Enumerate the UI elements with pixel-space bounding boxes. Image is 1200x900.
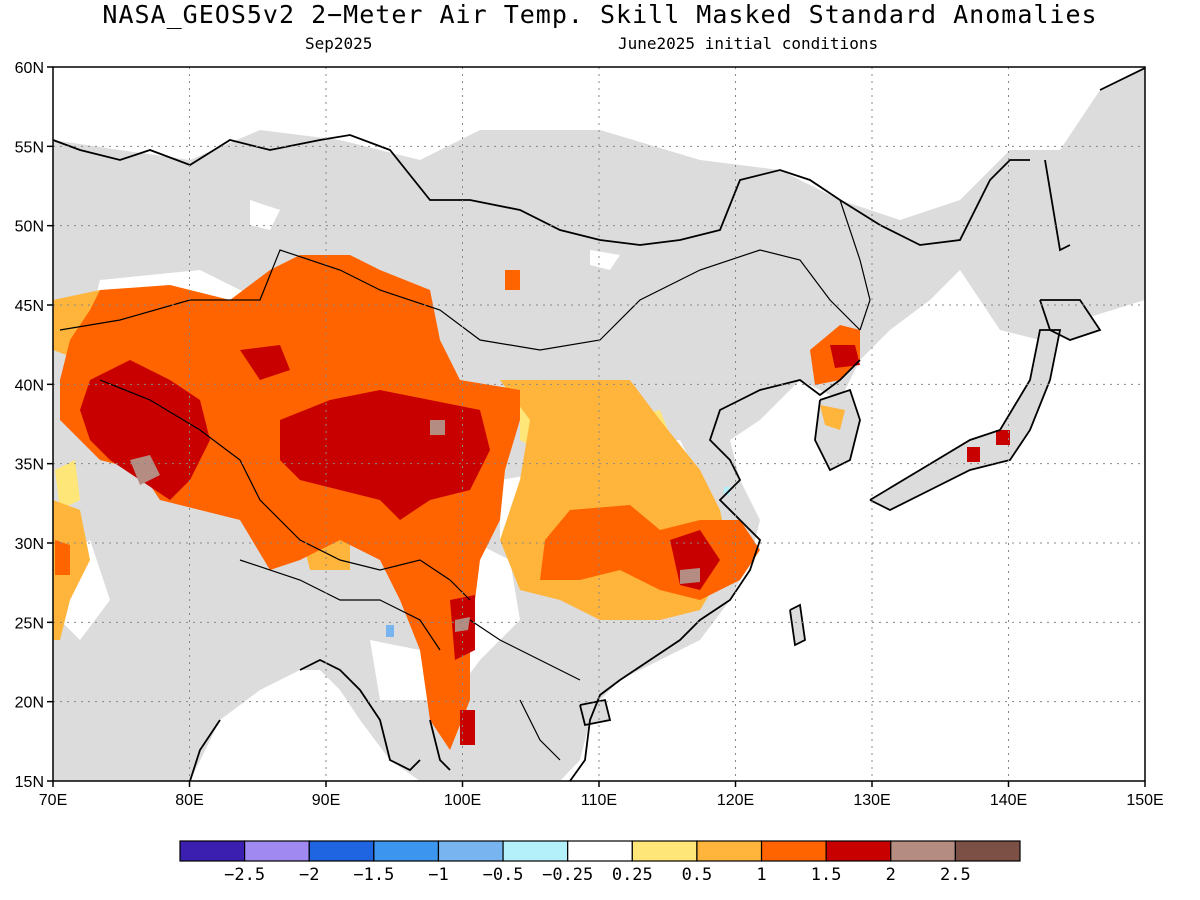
colorbar-tick-label: −0.5: [483, 865, 524, 885]
lon-tick-label: 80E: [175, 792, 203, 809]
valid-month-label: Sep2025: [305, 34, 373, 53]
colorbar-tick-label: −0.25: [542, 865, 593, 885]
lon-tick-label: 110E: [581, 792, 617, 809]
land-japan-honshu: [870, 330, 1060, 510]
colorbar-tick-label: 0.25: [612, 865, 653, 885]
colorbar-swatch: [760, 840, 827, 862]
colorbar-tick-label: −2.5: [224, 865, 265, 885]
anomaly-1.5-2: [80, 345, 1010, 745]
colorbar-swatch: [308, 840, 375, 862]
colorbar-swatch: [890, 840, 956, 862]
lat-tick-label: 40N: [15, 377, 44, 394]
initial-conditions-label: June2025 initial conditions: [618, 34, 879, 53]
colorbar-tick-label: −1: [428, 865, 448, 885]
colorbar-tick-label: −1.5: [353, 865, 394, 885]
country-borders: [59, 199, 871, 761]
colorbar: −2.5 −2 −1.5 −1 −0.5 −0.25 0.25 0.5 1 1.5 2 2.5: [179, 840, 1021, 885]
land-sakhalin: [1030, 160, 1060, 270]
colorbar-tick-label: 0.5: [682, 865, 713, 885]
colorbar-tick-label: 2: [886, 865, 896, 885]
lon-tick-label: 150E: [1126, 792, 1163, 809]
colorbar-tick-label: 1.5: [811, 865, 842, 885]
chart-title: NASA_GEOS5v2 2−Meter Air Temp. Skill Mas…: [102, 0, 1098, 29]
colorbar-swatch: [373, 840, 440, 862]
lon-tick-label: 130E: [853, 792, 890, 809]
colorbar-tick-label: −2: [299, 865, 319, 885]
lat-tick-label: 35N: [15, 457, 44, 474]
colorbar-swatch: [244, 840, 310, 862]
lon-tick-label: 90E: [312, 792, 340, 809]
lat-tick-label: 30N: [15, 536, 44, 553]
lon-tick-label: 70E: [39, 792, 67, 809]
lon-tick-label: 120E: [717, 792, 754, 809]
lat-tick-label: 55N: [15, 139, 44, 156]
lat-tick-label: 60N: [15, 60, 44, 77]
colorbar-tick-label: 2.5: [940, 865, 971, 885]
land-hainan: [580, 700, 610, 725]
colorbar-swatch: [437, 840, 504, 862]
anomaly-2-2.5: [130, 420, 700, 632]
lat-tick-label: 20N: [15, 695, 44, 712]
colorbar-swatch: [502, 840, 569, 862]
lat-tick-label: 50N: [15, 219, 44, 236]
colorbar-swatch: [825, 840, 892, 862]
lat-tick-label: 15N: [15, 774, 44, 791]
lon-tick-label: 100E: [444, 792, 481, 809]
colorbar-swatch: [179, 840, 246, 862]
colorbar-swatch: [696, 840, 763, 862]
coastlines: [52, 67, 1146, 782]
lat-tick-label: 45N: [15, 298, 44, 315]
map-gridlines: [53, 67, 1145, 781]
colorbar-tick-label: 1: [756, 865, 766, 885]
colorbar-swatch: [954, 840, 1021, 862]
latitude-axis: 60N 55N 50N 45N 40N 35N 30N 25N 20N 15N: [15, 60, 53, 791]
lat-tick-label: 25N: [15, 615, 44, 632]
colorbar-swatch: [567, 840, 633, 862]
longitude-axis: 70E 80E 90E 100E 110E 120E 130E 140E 150E: [39, 781, 1164, 809]
cool-anomaly-specks: [386, 487, 730, 637]
lon-tick-label: 140E: [990, 792, 1027, 809]
colorbar-swatch: [631, 840, 698, 862]
